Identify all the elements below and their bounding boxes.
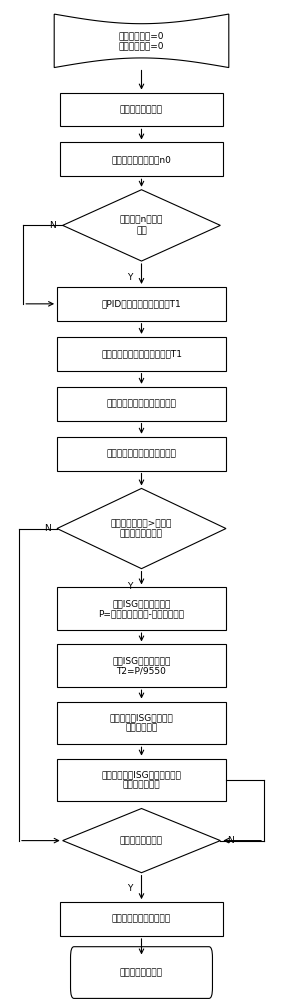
Polygon shape bbox=[63, 190, 220, 261]
Text: 控制单元发送ISG电机拖动扭矩
给双电机控制器: 控制单元发送ISG电机拖动扭矩 给双电机控制器 bbox=[102, 770, 181, 790]
Text: 计算ISG所需反拖扭矩
T2=P/9550: 计算ISG所需反拖扭矩 T2=P/9550 bbox=[112, 656, 171, 676]
Text: Y: Y bbox=[128, 582, 133, 591]
FancyBboxPatch shape bbox=[70, 947, 213, 998]
FancyBboxPatch shape bbox=[57, 287, 226, 321]
FancyBboxPatch shape bbox=[60, 902, 223, 936]
FancyBboxPatch shape bbox=[60, 142, 223, 176]
Text: N: N bbox=[227, 836, 233, 845]
Text: N: N bbox=[50, 221, 56, 230]
Text: 车辆处于滑行状态: 车辆处于滑行状态 bbox=[120, 105, 163, 114]
FancyBboxPatch shape bbox=[57, 437, 226, 471]
Text: 维持车辆当前状态: 维持车辆当前状态 bbox=[120, 968, 163, 977]
PathPatch shape bbox=[54, 14, 229, 68]
FancyBboxPatch shape bbox=[57, 387, 226, 421]
Polygon shape bbox=[63, 808, 220, 873]
FancyBboxPatch shape bbox=[57, 702, 226, 744]
Text: Y: Y bbox=[128, 273, 133, 282]
Text: N: N bbox=[44, 524, 51, 533]
FancyBboxPatch shape bbox=[60, 93, 223, 126]
Text: 记录主电机初始转速n0: 记录主电机初始转速n0 bbox=[112, 155, 171, 164]
Text: Y: Y bbox=[128, 884, 133, 893]
Polygon shape bbox=[57, 488, 226, 569]
Text: 加速踏板信号=0
制动踏板信号=0: 加速踏板信号=0 制动踏板信号=0 bbox=[119, 31, 164, 51]
FancyBboxPatch shape bbox=[57, 587, 226, 630]
Text: 控制单元发送主电机制动扭矩T1: 控制单元发送主电机制动扭矩T1 bbox=[101, 349, 182, 358]
FancyBboxPatch shape bbox=[57, 759, 226, 801]
Text: 车速是否维持住？: 车速是否维持住？ bbox=[120, 836, 163, 845]
Text: 控制单元发送离合器分离指令: 控制单元发送离合器分离指令 bbox=[107, 399, 176, 408]
Text: 当前转速n实际增
加？: 当前转速n实际增 加？ bbox=[120, 216, 163, 235]
Text: 主电机维持当前制动扭矩: 主电机维持当前制动扭矩 bbox=[112, 915, 171, 924]
FancyBboxPatch shape bbox=[57, 337, 226, 371]
Text: 用PID计算主电机制动扭矩T1: 用PID计算主电机制动扭矩T1 bbox=[102, 299, 181, 308]
Text: 计算ISG所需反拖功率
P=主电机制动功率-电池充电功率: 计算ISG所需反拖功率 P=主电机制动功率-电池充电功率 bbox=[98, 599, 185, 618]
FancyBboxPatch shape bbox=[57, 644, 226, 687]
Text: 控制单元发送发动机停机指令: 控制单元发送发动机停机指令 bbox=[107, 449, 176, 458]
Text: 控制单元给ISG电机发送
正向驱动指令: 控制单元给ISG电机发送 正向驱动指令 bbox=[110, 713, 173, 733]
Text: 主电机制动功率>动力电
池充许充电功率？: 主电机制动功率>动力电 池充许充电功率？ bbox=[111, 519, 172, 538]
